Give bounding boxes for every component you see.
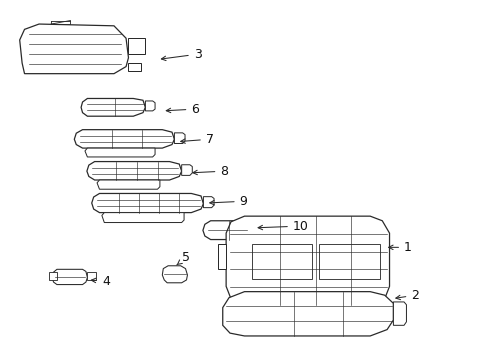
Text: 8: 8 [192,165,228,177]
Polygon shape [218,244,225,269]
Polygon shape [145,101,155,111]
Polygon shape [74,130,174,148]
Polygon shape [20,24,128,74]
Polygon shape [97,180,160,189]
Polygon shape [87,162,181,180]
Polygon shape [81,99,145,116]
Polygon shape [128,63,140,71]
Polygon shape [174,133,184,144]
Polygon shape [203,197,214,208]
Text: 3: 3 [161,48,201,61]
Text: 4: 4 [91,275,109,288]
Polygon shape [92,193,203,213]
Polygon shape [87,272,95,280]
Polygon shape [249,224,259,235]
Polygon shape [393,302,406,325]
Polygon shape [203,221,249,239]
Text: 7: 7 [181,133,213,146]
Text: 2: 2 [395,289,418,302]
Text: 10: 10 [258,220,308,233]
Text: 5: 5 [176,252,189,265]
Polygon shape [225,216,389,305]
Text: 6: 6 [166,103,199,116]
Polygon shape [181,165,192,175]
Polygon shape [85,148,155,157]
Polygon shape [223,292,393,336]
Polygon shape [49,272,57,280]
Polygon shape [102,213,183,222]
Text: 1: 1 [388,241,411,254]
Polygon shape [52,269,87,284]
Polygon shape [162,266,187,283]
Text: 9: 9 [209,195,247,208]
Polygon shape [128,38,145,54]
